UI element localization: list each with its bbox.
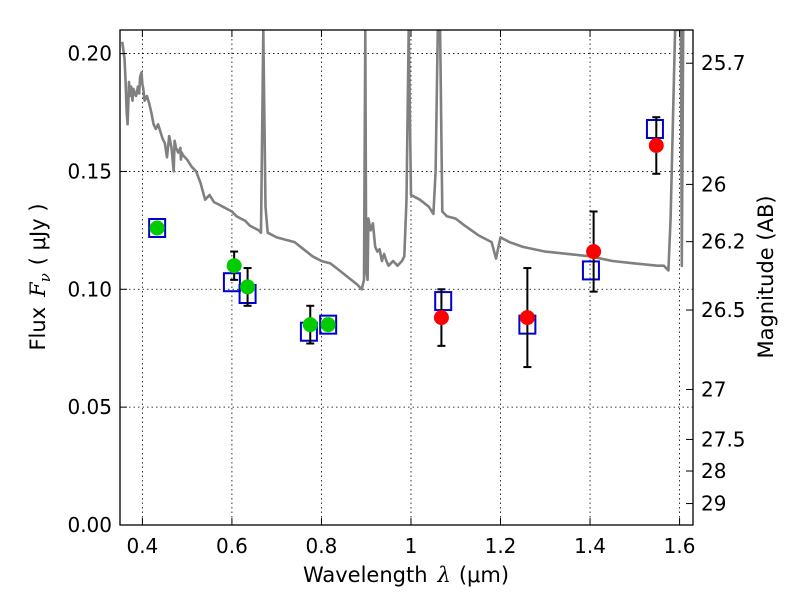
right-tick-label: 27: [701, 377, 726, 401]
observed-optical-point: [320, 317, 336, 333]
model-photometry-point: [645, 119, 664, 139]
tick-marks: [120, 30, 693, 526]
y-tick-label: 0.20: [67, 42, 112, 66]
right-tick-label: 25.7: [701, 51, 746, 75]
right-tick-label: 29: [701, 492, 726, 516]
model-spectrum-line: [120, 30, 685, 291]
model-photometry-point: [319, 314, 338, 335]
x-tick-label: 0.8: [306, 534, 338, 558]
y-tick-label: 0.15: [67, 159, 112, 183]
observed-optical-point: [302, 317, 318, 333]
right-tick-label: 26: [701, 172, 726, 196]
observed-optical-point: [149, 220, 165, 236]
model-photometry-point: [434, 291, 453, 312]
model-photometry-point: [222, 272, 241, 293]
observed-optical-point: [240, 279, 256, 295]
x-tick-label: 1.4: [574, 534, 606, 558]
observed-ir-point: [433, 310, 449, 326]
x-tick-label: 0.4: [126, 534, 158, 558]
y-tick-label: 0.05: [67, 395, 112, 419]
right-tick-label: 26.2: [701, 230, 746, 254]
y-tick-label: 0.10: [67, 277, 112, 301]
observed-ir-point: [648, 138, 664, 153]
y-axis-label-left: FluxFν( μJy ): [26, 203, 54, 350]
tick-labels: 0.4 0.6 0.8 1 1.2 1.4 1.6 0.00 0.05 0.10 0.15 0.20 2…: [67, 42, 745, 558]
observed-optical-point: [226, 258, 242, 274]
model-photometry-point: [148, 218, 167, 238]
observed-ir-point: [519, 310, 535, 326]
x-axis-label: Wavelength λ (μm): [303, 563, 509, 587]
right-tick-label: 27.5: [701, 427, 746, 451]
plot-frame: [119, 29, 694, 526]
x-tick-label: 1.6: [664, 534, 696, 558]
x-tick-label: 1: [405, 534, 418, 558]
x-tick-label: 1.2: [485, 534, 517, 558]
x-tick-label: 0.6: [216, 534, 248, 558]
y-axis-label-right: Magnitude (AB): [754, 195, 778, 358]
right-tick-label: 28: [701, 459, 726, 483]
y-tick-label: 0.00: [67, 513, 112, 537]
observed-ir-point: [586, 244, 602, 260]
model-photometry-point: [581, 260, 600, 281]
right-tick-label: 26.5: [701, 298, 746, 322]
data-layer: [120, 30, 685, 369]
